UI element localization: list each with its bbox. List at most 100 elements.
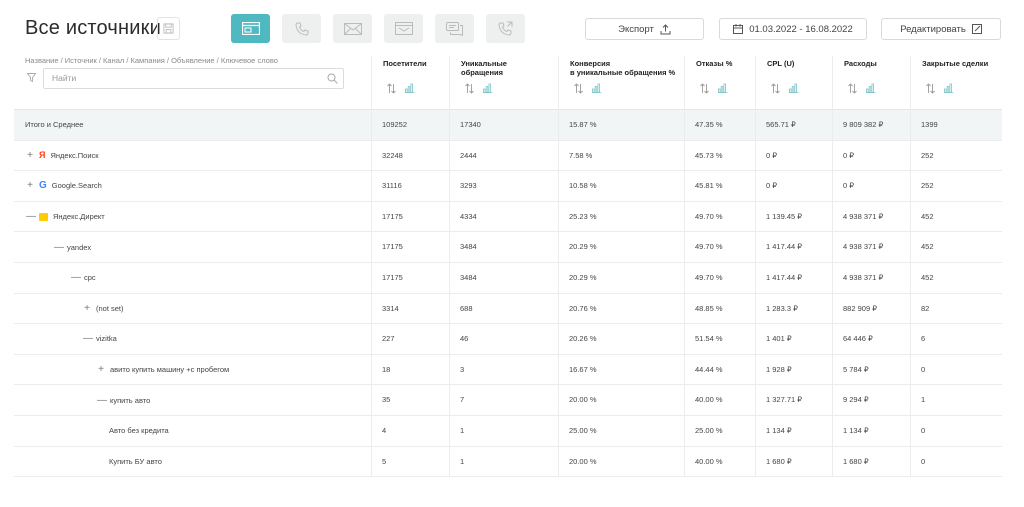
- tab-emails[interactable]: [333, 14, 372, 43]
- sort-icon[interactable]: [574, 83, 583, 94]
- expand-icon[interactable]: +: [27, 180, 33, 192]
- table-row[interactable]: + авито купить машину +с пробегом 18 3 16.67…: [14, 354, 1002, 386]
- col-visitors-cell: 17175: [382, 272, 403, 282]
- collapse-icon[interactable]: —: [97, 394, 107, 406]
- column-label: Закрытые сделки: [922, 59, 989, 68]
- date-range-picker[interactable]: 01.03.2022 - 16.08.2022: [719, 18, 867, 40]
- row-label: (not set): [96, 303, 124, 313]
- col-bounces-cell: 49.70 %: [695, 211, 723, 221]
- save-icon: [163, 23, 174, 34]
- table-row[interactable]: — Яндекс.Директ 17175 4334 25.23 % 49.70 % 1 1…: [14, 201, 1002, 233]
- col-conversion-cell: 20.29 %: [569, 242, 597, 252]
- col-bounces-header[interactable]: Отказы %: [684, 56, 755, 110]
- google-logo-icon: G: [39, 180, 47, 192]
- chart-icon[interactable]: [592, 83, 602, 93]
- expand-icon[interactable]: +: [84, 302, 90, 314]
- table-row[interactable]: — cpc 17175 3484 20.29 % 49.70 % 1 417.44 ₽ 4 9…: [14, 262, 1002, 294]
- chart-icon[interactable]: [718, 83, 728, 93]
- collapse-icon[interactable]: —: [83, 333, 93, 345]
- row-name: + Я Яндекс.Поиск: [26, 141, 98, 171]
- chart-icon[interactable]: [866, 83, 876, 93]
- tab-calls[interactable]: [282, 14, 321, 43]
- row-name: Итого и Среднее: [25, 110, 83, 140]
- chart-icon[interactable]: [483, 83, 493, 93]
- col-cpl-cell: 1 401 ₽: [766, 334, 792, 344]
- col-cpl-cell: 1 283.3 ₽: [766, 303, 798, 313]
- col-visitors-cell: 32248: [382, 150, 403, 160]
- sort-icon[interactable]: [771, 83, 780, 94]
- col-closed-deals-cell: 1: [921, 395, 926, 405]
- table-row[interactable]: + G Google.Search 31116 3293 10.58 % 45.81 % 0 …: [14, 171, 1002, 202]
- col-unique-requests-cell: 1: [460, 456, 465, 466]
- column-label: Расходы: [844, 59, 877, 68]
- phone-icon: [294, 22, 308, 36]
- table-row[interactable]: + Я Яндекс.Поиск 32248 2444 7.58 % 45.73 % 0 ₽ 0…: [14, 140, 1002, 172]
- tab-forms[interactable]: [384, 14, 423, 43]
- collapse-icon[interactable]: —: [26, 211, 36, 223]
- column-label: Отказы %: [696, 59, 733, 68]
- col-cpl-cell: 1 680 ₽: [766, 456, 792, 466]
- grouping-breadcrumb[interactable]: Название / Источник / Канал / Кампания /…: [25, 56, 278, 65]
- edit-button[interactable]: Редактировать: [881, 18, 1001, 40]
- save-report-button[interactable]: [157, 17, 180, 40]
- table-row[interactable]: Купить БУ авто 5 1 20.00 % 40.00 % 1 680 ₽ 1 6…: [14, 446, 1002, 478]
- envelope-icon: [394, 22, 413, 35]
- row-label: Яндекс.Директ: [53, 212, 105, 222]
- tab-visits[interactable]: [231, 14, 270, 43]
- col-expenses-cell: 4 938 371 ₽: [843, 211, 884, 221]
- browser-icon: [241, 22, 260, 35]
- calendar-icon: [733, 24, 744, 34]
- col-expenses-header[interactable]: Расходы: [832, 56, 910, 110]
- row-name: Купить БУ авто: [109, 447, 162, 477]
- col-conversion-cell: 25.00 %: [569, 425, 597, 435]
- chart-icon[interactable]: [789, 83, 799, 93]
- col-bounces-cell: 49.70 %: [695, 272, 723, 282]
- row-name: — yandex: [54, 232, 91, 262]
- col-conversion-cell: 20.26 %: [569, 334, 597, 344]
- tab-callbacks[interactable]: [486, 14, 525, 43]
- table-row[interactable]: Авто без кредита 4 1 25.00 % 25.00 % 1 134 ₽ 1…: [14, 415, 1002, 447]
- expand-icon[interactable]: +: [27, 149, 33, 161]
- col-conversion-header[interactable]: Конверсия в уникальные обращения %: [558, 56, 684, 110]
- col-closed-deals-cell: 452: [921, 242, 934, 252]
- row-label: Авто без кредита: [109, 426, 169, 436]
- sort-icon[interactable]: [848, 83, 857, 94]
- col-closed-deals-cell: 0: [921, 425, 926, 435]
- filter-icon[interactable]: [27, 73, 36, 82]
- total-row[interactable]: Итого и Среднее 109252 17340 15.87 % 47.35 %…: [14, 110, 1002, 141]
- table-row[interactable]: — yandex 17175 3484 20.29 % 49.70 % 1 417.44 ₽…: [14, 232, 1002, 263]
- table-row[interactable]: — купить авто 35 7 20.00 % 40.00 % 1 327.71 ₽ 9…: [14, 385, 1002, 416]
- sort-icon[interactable]: [700, 83, 709, 94]
- table-row[interactable]: — vizitka 227 46 20.26 % 51.54 % 1 401 ₽ 64 446…: [14, 324, 1002, 355]
- sort-icon[interactable]: [465, 83, 474, 94]
- collapse-icon[interactable]: —: [71, 272, 81, 284]
- row-name: — vizitka: [83, 324, 117, 354]
- expand-icon[interactable]: +: [98, 364, 104, 376]
- col-cpl-header[interactable]: CPL (U): [755, 56, 832, 110]
- col-expenses-cell: 5 784 ₽: [843, 364, 869, 374]
- col-unique-requests-header[interactable]: Уникальные обращения: [449, 56, 558, 110]
- upload-icon: [660, 23, 671, 34]
- col-closed-deals-header[interactable]: Закрытые сделки: [910, 56, 1002, 110]
- table-row[interactable]: + (not set) 3314 688 20.76 % 48.85 % 1 283.3 ₽…: [14, 293, 1002, 325]
- chart-icon[interactable]: [405, 83, 415, 93]
- col-conversion-cell: 20.00 %: [569, 456, 597, 466]
- col-conversion-cell: 20.00 %: [569, 395, 597, 405]
- row-label: Итого и Среднее: [25, 120, 84, 130]
- chart-icon[interactable]: [944, 83, 954, 93]
- col-expenses-cell: 0 ₽: [843, 150, 855, 160]
- sort-icon[interactable]: [387, 83, 396, 94]
- col-visitors-header[interactable]: Посетители: [371, 56, 449, 110]
- sort-icon[interactable]: [926, 83, 935, 94]
- export-button[interactable]: Экспорт: [585, 18, 704, 40]
- col-expenses-cell: 4 938 371 ₽: [843, 272, 884, 282]
- search-input[interactable]: Найти: [43, 68, 344, 89]
- col-expenses-cell: 4 938 371 ₽: [843, 242, 884, 252]
- tab-chats[interactable]: [435, 14, 474, 43]
- collapse-icon[interactable]: —: [54, 241, 64, 253]
- search-icon[interactable]: [327, 73, 338, 84]
- edit-label: Редактировать: [900, 23, 966, 35]
- row-name: — купить авто: [97, 385, 150, 415]
- col-expenses-cell: 1 680 ₽: [843, 456, 869, 466]
- column-label: Уникальные обращения: [461, 59, 507, 77]
